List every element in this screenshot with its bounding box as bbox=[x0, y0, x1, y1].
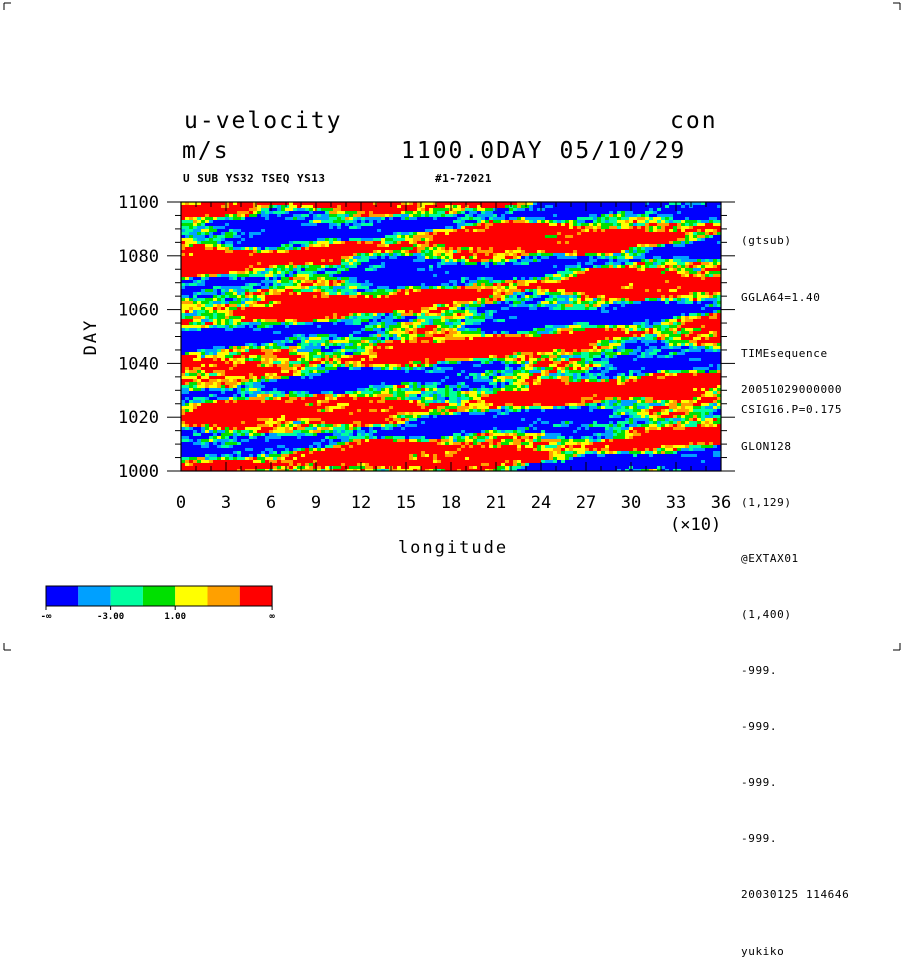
x-tick-label: 24 bbox=[531, 493, 551, 513]
x-tick-label: 3 bbox=[221, 493, 231, 513]
x-axis-label: longitude bbox=[398, 538, 508, 558]
y-tick-label: 1060 bbox=[118, 301, 159, 321]
x-multiplier-label: (×10) bbox=[670, 515, 721, 535]
y-tick-label: 1080 bbox=[118, 247, 159, 267]
x-tick-label: 12 bbox=[351, 493, 371, 513]
y-tick-label: 1020 bbox=[118, 408, 159, 428]
y-tick-label: 1000 bbox=[118, 462, 159, 482]
x-tick-label: 27 bbox=[576, 493, 596, 513]
x-tick-label: 9 bbox=[311, 493, 321, 513]
colorbar-label: ∞ bbox=[269, 612, 275, 622]
x-tick-label: 30 bbox=[621, 493, 641, 513]
colorbar: -∞ -3.00 1.00 ∞ bbox=[41, 586, 276, 622]
side-info-line: yukiko bbox=[741, 943, 849, 962]
x-tick-label: 36 bbox=[711, 493, 731, 513]
side-info-line: 20030125 114646 bbox=[741, 886, 849, 905]
x-tick-label: 15 bbox=[396, 493, 416, 513]
colorbar-swatch bbox=[46, 586, 78, 606]
x-tick-label: 21 bbox=[486, 493, 506, 513]
heatmap-field bbox=[181, 202, 722, 473]
x-tick-label: 6 bbox=[266, 493, 276, 513]
colorbar-label: -∞ bbox=[41, 612, 52, 622]
side-info-line: -999. bbox=[741, 662, 849, 681]
colorbar-label: 1.00 bbox=[164, 612, 186, 622]
side-info-line: -999. bbox=[741, 718, 849, 737]
y-tick-label: 1040 bbox=[118, 354, 159, 374]
colorbar-swatch bbox=[143, 586, 175, 606]
colorbar-swatch bbox=[175, 586, 207, 606]
y-tick-label: 1100 bbox=[118, 193, 159, 213]
side-info-line: -999. bbox=[741, 830, 849, 849]
x-tick-label: 0 bbox=[176, 493, 186, 513]
colorbar-swatch bbox=[111, 586, 143, 606]
colorbar-label: -3.00 bbox=[97, 612, 124, 622]
colorbar-swatch bbox=[78, 586, 110, 606]
x-tick-label: 18 bbox=[441, 493, 461, 513]
colorbar-swatch bbox=[208, 586, 240, 606]
colorbar-swatch bbox=[240, 586, 272, 606]
y-axis-label: DAY bbox=[81, 319, 101, 356]
x-tick-label: 33 bbox=[666, 493, 686, 513]
side-info-line: -999. bbox=[741, 774, 849, 793]
